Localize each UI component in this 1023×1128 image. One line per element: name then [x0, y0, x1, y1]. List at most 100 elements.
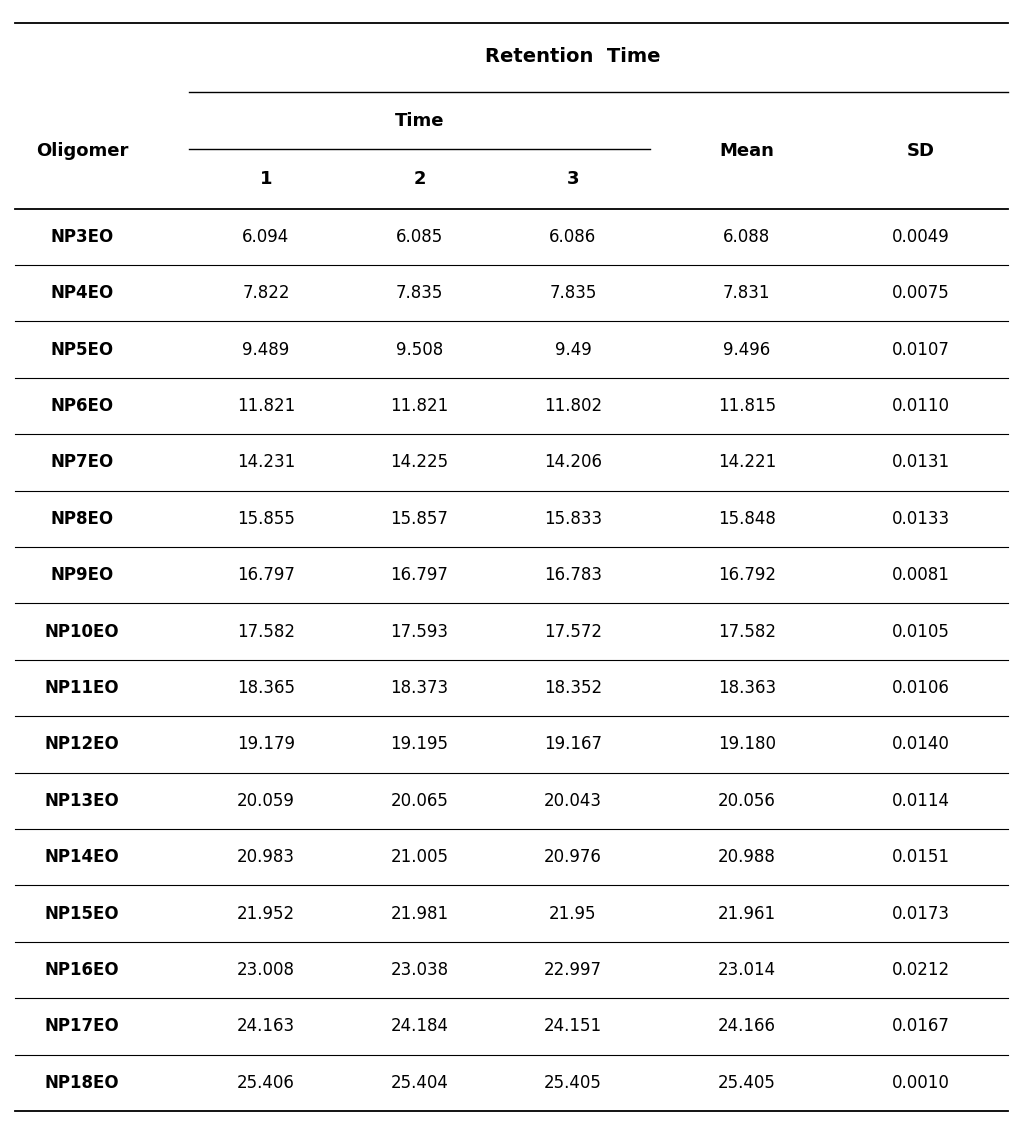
Text: 25.405: 25.405: [718, 1074, 775, 1092]
Text: 21.961: 21.961: [718, 905, 775, 923]
Text: 15.855: 15.855: [237, 510, 295, 528]
Text: NP13EO: NP13EO: [44, 792, 120, 810]
Text: 0.0140: 0.0140: [892, 735, 949, 754]
Text: 19.167: 19.167: [544, 735, 602, 754]
Text: 7.831: 7.831: [723, 284, 770, 302]
Text: 0.0167: 0.0167: [892, 1017, 949, 1036]
Text: 17.572: 17.572: [544, 623, 602, 641]
Text: 2: 2: [413, 170, 426, 187]
Text: 11.802: 11.802: [544, 397, 602, 415]
Text: 20.976: 20.976: [544, 848, 602, 866]
Text: 0.0075: 0.0075: [892, 284, 949, 302]
Text: 25.404: 25.404: [391, 1074, 448, 1092]
Text: 23.038: 23.038: [391, 961, 448, 979]
Text: Time: Time: [395, 112, 444, 130]
Text: 18.352: 18.352: [544, 679, 602, 697]
Text: Mean: Mean: [719, 142, 774, 159]
Text: 0.0133: 0.0133: [892, 510, 949, 528]
Text: 21.952: 21.952: [237, 905, 295, 923]
Text: 16.797: 16.797: [391, 566, 448, 584]
Text: 22.997: 22.997: [544, 961, 602, 979]
Text: 7.822: 7.822: [242, 284, 290, 302]
Text: NP3EO: NP3EO: [50, 228, 114, 246]
Text: NP14EO: NP14EO: [44, 848, 120, 866]
Text: NP8EO: NP8EO: [50, 510, 114, 528]
Text: 11.815: 11.815: [718, 397, 775, 415]
Text: 20.056: 20.056: [718, 792, 775, 810]
Text: 23.008: 23.008: [237, 961, 295, 979]
Text: 21.005: 21.005: [391, 848, 448, 866]
Text: 18.365: 18.365: [237, 679, 295, 697]
Text: 9.49: 9.49: [554, 341, 591, 359]
Text: 0.0212: 0.0212: [892, 961, 949, 979]
Text: 0.0114: 0.0114: [892, 792, 949, 810]
Text: 16.783: 16.783: [544, 566, 602, 584]
Text: 21.981: 21.981: [391, 905, 448, 923]
Text: SD: SD: [906, 142, 935, 159]
Text: 6.088: 6.088: [723, 228, 770, 246]
Text: NP18EO: NP18EO: [45, 1074, 119, 1092]
Text: 6.085: 6.085: [396, 228, 443, 246]
Text: 17.582: 17.582: [237, 623, 295, 641]
Text: NP11EO: NP11EO: [45, 679, 119, 697]
Text: 0.0173: 0.0173: [892, 905, 949, 923]
Text: 16.797: 16.797: [237, 566, 295, 584]
Text: 0.0151: 0.0151: [892, 848, 949, 866]
Text: 25.406: 25.406: [237, 1074, 295, 1092]
Text: 24.163: 24.163: [237, 1017, 295, 1036]
Text: 17.582: 17.582: [718, 623, 775, 641]
Text: 20.983: 20.983: [237, 848, 295, 866]
Text: 15.833: 15.833: [544, 510, 602, 528]
Text: 17.593: 17.593: [391, 623, 448, 641]
Text: 0.0107: 0.0107: [892, 341, 949, 359]
Text: 14.206: 14.206: [544, 453, 602, 472]
Text: 0.0131: 0.0131: [892, 453, 949, 472]
Text: 25.405: 25.405: [544, 1074, 602, 1092]
Text: 19.179: 19.179: [237, 735, 295, 754]
Text: 11.821: 11.821: [391, 397, 448, 415]
Text: NP7EO: NP7EO: [50, 453, 114, 472]
Text: 24.151: 24.151: [544, 1017, 602, 1036]
Text: 14.231: 14.231: [237, 453, 295, 472]
Text: Oligomer: Oligomer: [36, 142, 128, 159]
Text: 18.373: 18.373: [391, 679, 448, 697]
Text: 0.0081: 0.0081: [892, 566, 949, 584]
Text: 0.0110: 0.0110: [892, 397, 949, 415]
Text: NP17EO: NP17EO: [44, 1017, 120, 1036]
Text: 18.363: 18.363: [718, 679, 775, 697]
Text: NP5EO: NP5EO: [50, 341, 114, 359]
Text: 14.225: 14.225: [391, 453, 448, 472]
Text: 0.0106: 0.0106: [892, 679, 949, 697]
Text: NP9EO: NP9EO: [50, 566, 114, 584]
Text: 15.857: 15.857: [391, 510, 448, 528]
Text: 9.508: 9.508: [396, 341, 443, 359]
Text: NP10EO: NP10EO: [45, 623, 119, 641]
Text: 24.166: 24.166: [718, 1017, 775, 1036]
Text: 20.065: 20.065: [391, 792, 448, 810]
Text: 0.0049: 0.0049: [892, 228, 949, 246]
Text: 15.848: 15.848: [718, 510, 775, 528]
Text: 19.180: 19.180: [718, 735, 775, 754]
Text: 11.821: 11.821: [237, 397, 295, 415]
Text: 19.195: 19.195: [391, 735, 448, 754]
Text: 1: 1: [260, 170, 272, 187]
Text: 6.086: 6.086: [549, 228, 596, 246]
Text: 21.95: 21.95: [549, 905, 596, 923]
Text: 0.0010: 0.0010: [892, 1074, 949, 1092]
Text: 7.835: 7.835: [396, 284, 443, 302]
Text: 24.184: 24.184: [391, 1017, 448, 1036]
Text: 20.988: 20.988: [718, 848, 775, 866]
Text: NP6EO: NP6EO: [50, 397, 114, 415]
Text: NP12EO: NP12EO: [44, 735, 120, 754]
Text: 23.014: 23.014: [718, 961, 775, 979]
Text: 9.489: 9.489: [242, 341, 290, 359]
Text: Retention  Time: Retention Time: [485, 47, 661, 65]
Text: 16.792: 16.792: [718, 566, 775, 584]
Text: 9.496: 9.496: [723, 341, 770, 359]
Text: 6.094: 6.094: [242, 228, 290, 246]
Text: NP15EO: NP15EO: [45, 905, 119, 923]
Text: 20.059: 20.059: [237, 792, 295, 810]
Text: 3: 3: [567, 170, 579, 187]
Text: NP4EO: NP4EO: [50, 284, 114, 302]
Text: 7.835: 7.835: [549, 284, 596, 302]
